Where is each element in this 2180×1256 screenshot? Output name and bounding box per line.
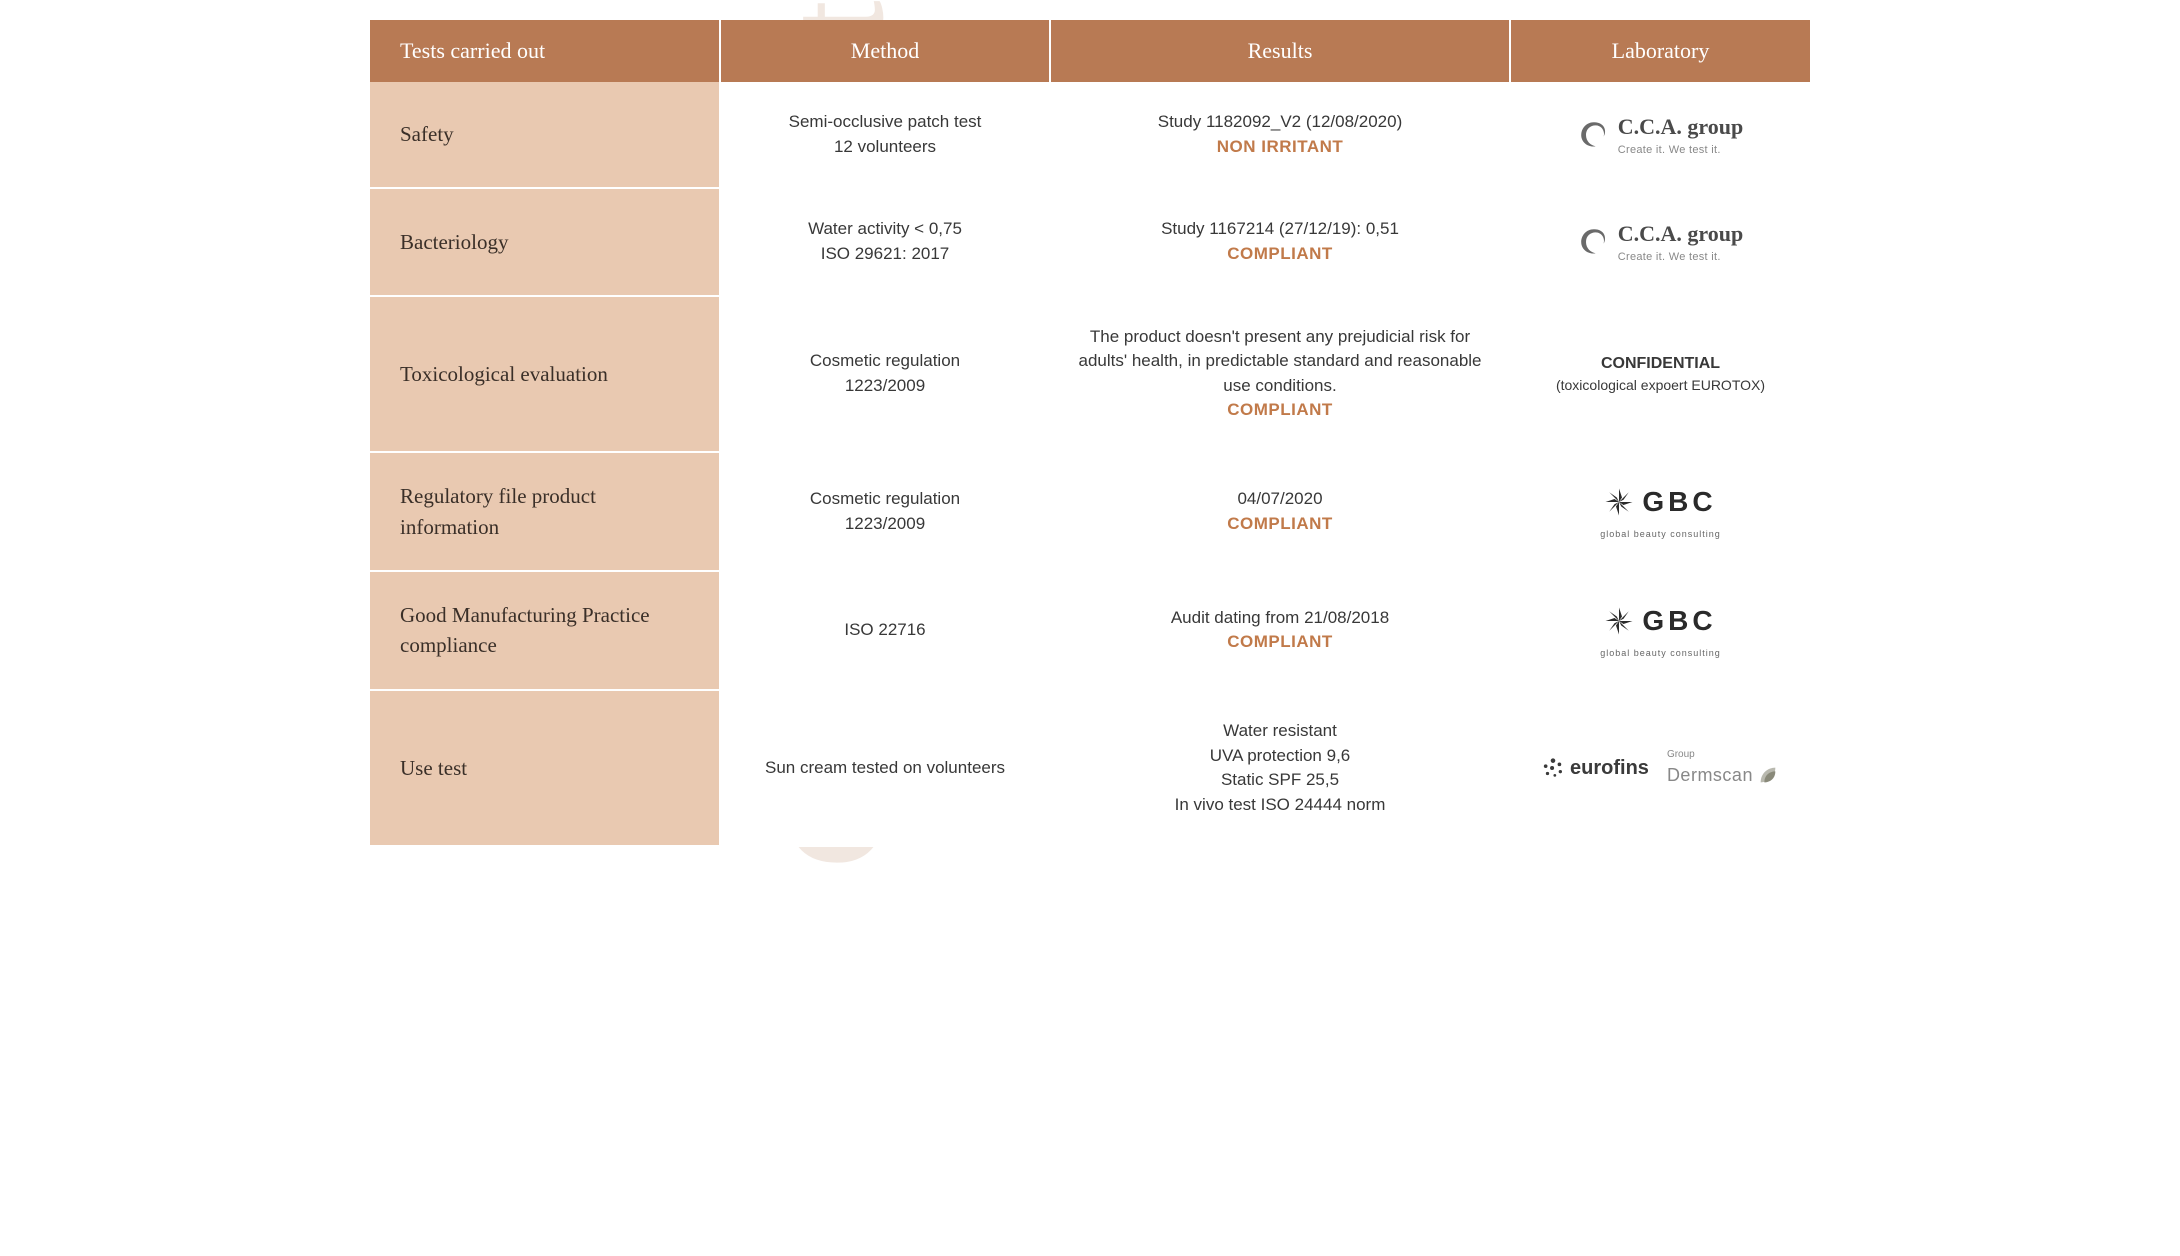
- lab-tagline: Create it. We test it.: [1618, 250, 1744, 266]
- result-line: Audit dating from 21/08/2018: [1071, 606, 1489, 631]
- laboratory-cell: GBC global beauty consulting: [1510, 452, 1810, 571]
- confidential-sub: (toxicological expoert EUROTOX): [1531, 375, 1790, 395]
- dermscan-group-label: Group: [1667, 748, 1695, 763]
- header-row: Tests carried out Method Results Laborat…: [370, 20, 1810, 82]
- method-cell: Cosmetic regulation1223/2009: [720, 296, 1050, 453]
- table-row: Use test Sun cream tested on volunteers …: [370, 690, 1810, 847]
- method-cell: Cosmetic regulation1223/2009: [720, 452, 1050, 571]
- table-row: Bacteriology Water activity < 0,75ISO 29…: [370, 188, 1810, 295]
- spiral-icon: [1604, 487, 1634, 517]
- confidential-label: CONFIDENTIAL: [1531, 352, 1790, 375]
- results-cell: 04/07/2020COMPLIANT: [1050, 452, 1510, 571]
- dermscan-name: Dermscan: [1667, 762, 1753, 788]
- results-cell: Audit dating from 21/08/2018COMPLIANT: [1050, 571, 1510, 690]
- result-status: COMPLIANT: [1071, 242, 1489, 267]
- result-status: COMPLIANT: [1071, 630, 1489, 655]
- col-header-laboratory: Laboratory: [1510, 20, 1810, 82]
- test-name-cell: Toxicological evaluation: [370, 296, 720, 453]
- col-header-method: Method: [720, 20, 1050, 82]
- method-line: Cosmetic regulation: [741, 349, 1029, 374]
- result-line: In vivo test ISO 24444 norm: [1071, 793, 1489, 818]
- method-line: Cosmetic regulation: [741, 487, 1029, 512]
- swirl-icon: [1578, 226, 1610, 258]
- tests-table-container: Comme Avant Tests carried out Method Res…: [370, 20, 1810, 847]
- spiral-icon: [1604, 606, 1634, 636]
- results-cell: Water resistantUVA protection 9,6Static …: [1050, 690, 1510, 847]
- method-line: Semi-occlusive patch test: [741, 110, 1029, 135]
- test-name-cell: Bacteriology: [370, 188, 720, 295]
- method-cell: Sun cream tested on volunteers: [720, 690, 1050, 847]
- method-line: 1223/2009: [741, 512, 1029, 537]
- method-line: ISO 22716: [741, 618, 1029, 643]
- method-line: 1223/2009: [741, 374, 1029, 399]
- method-cell: ISO 22716: [720, 571, 1050, 690]
- eurofins-name: eurofins: [1570, 754, 1649, 783]
- lab-name: C.C.A. group: [1618, 218, 1744, 250]
- cca-logo: C.C.A. group Create it. We test it.: [1531, 111, 1790, 159]
- test-name-cell: Good Manufacturing Practice compliance: [370, 571, 720, 690]
- lab-tagline: global beauty consulting: [1600, 647, 1721, 660]
- laboratory-cell: eurofins Group Dermscan: [1510, 690, 1810, 847]
- confidential-lab: CONFIDENTIAL (toxicological expoert EURO…: [1531, 352, 1790, 395]
- method-line: Water activity < 0,75: [741, 217, 1029, 242]
- lab-name: GBC: [1642, 482, 1716, 523]
- lab-name: GBC: [1642, 601, 1716, 642]
- table-row: Toxicological evaluation Cosmetic regula…: [370, 296, 1810, 453]
- test-name-cell: Regulatory file product information: [370, 452, 720, 571]
- test-name-cell: Safety: [370, 82, 720, 188]
- method-line: 12 volunteers: [741, 135, 1029, 160]
- tests-table: Tests carried out Method Results Laborat…: [370, 20, 1810, 847]
- result-line: The product doesn't present any prejudic…: [1071, 325, 1489, 399]
- dots-icon: [1542, 757, 1564, 779]
- result-status: NON IRRITANT: [1071, 135, 1489, 160]
- lab-tagline: Create it. We test it.: [1618, 143, 1744, 159]
- results-cell: Study 1182092_V2 (12/08/2020)NON IRRITAN…: [1050, 82, 1510, 188]
- result-line: Study 1182092_V2 (12/08/2020): [1071, 110, 1489, 135]
- results-cell: The product doesn't present any prejudic…: [1050, 296, 1510, 453]
- result-line: 04/07/2020: [1071, 487, 1489, 512]
- result-line: Static SPF 25,5: [1071, 768, 1489, 793]
- laboratory-cell: GBC global beauty consulting: [1510, 571, 1810, 690]
- leaf-icon: [1757, 764, 1779, 786]
- test-name-cell: Use test: [370, 690, 720, 847]
- result-status: COMPLIANT: [1071, 512, 1489, 537]
- method-cell: Water activity < 0,75ISO 29621: 2017: [720, 188, 1050, 295]
- result-line: UVA protection 9,6: [1071, 744, 1489, 769]
- gbc-logo: GBC global beauty consulting: [1531, 601, 1790, 661]
- method-cell: Semi-occlusive patch test12 volunteers: [720, 82, 1050, 188]
- results-cell: Study 1167214 (27/12/19): 0,51COMPLIANT: [1050, 188, 1510, 295]
- lab-name: C.C.A. group: [1618, 111, 1744, 143]
- cca-logo: C.C.A. group Create it. We test it.: [1531, 218, 1790, 266]
- table-row: Safety Semi-occlusive patch test12 volun…: [370, 82, 1810, 188]
- laboratory-cell: C.C.A. group Create it. We test it.: [1510, 82, 1810, 188]
- result-line: Water resistant: [1071, 719, 1489, 744]
- col-header-results: Results: [1050, 20, 1510, 82]
- gbc-logo: GBC global beauty consulting: [1531, 482, 1790, 542]
- col-header-tests: Tests carried out: [370, 20, 720, 82]
- laboratory-cell: C.C.A. group Create it. We test it.: [1510, 188, 1810, 295]
- laboratory-cell: CONFIDENTIAL (toxicological expoert EURO…: [1510, 296, 1810, 453]
- result-status: COMPLIANT: [1071, 398, 1489, 423]
- method-line: ISO 29621: 2017: [741, 242, 1029, 267]
- method-line: Sun cream tested on volunteers: [741, 756, 1029, 781]
- table-row: Good Manufacturing Practice compliance I…: [370, 571, 1810, 690]
- eurofins-dermscan-logo: eurofins Group Dermscan: [1531, 748, 1790, 789]
- lab-tagline: global beauty consulting: [1600, 528, 1721, 541]
- result-line: Study 1167214 (27/12/19): 0,51: [1071, 217, 1489, 242]
- table-row: Regulatory file product information Cosm…: [370, 452, 1810, 571]
- swirl-icon: [1578, 119, 1610, 151]
